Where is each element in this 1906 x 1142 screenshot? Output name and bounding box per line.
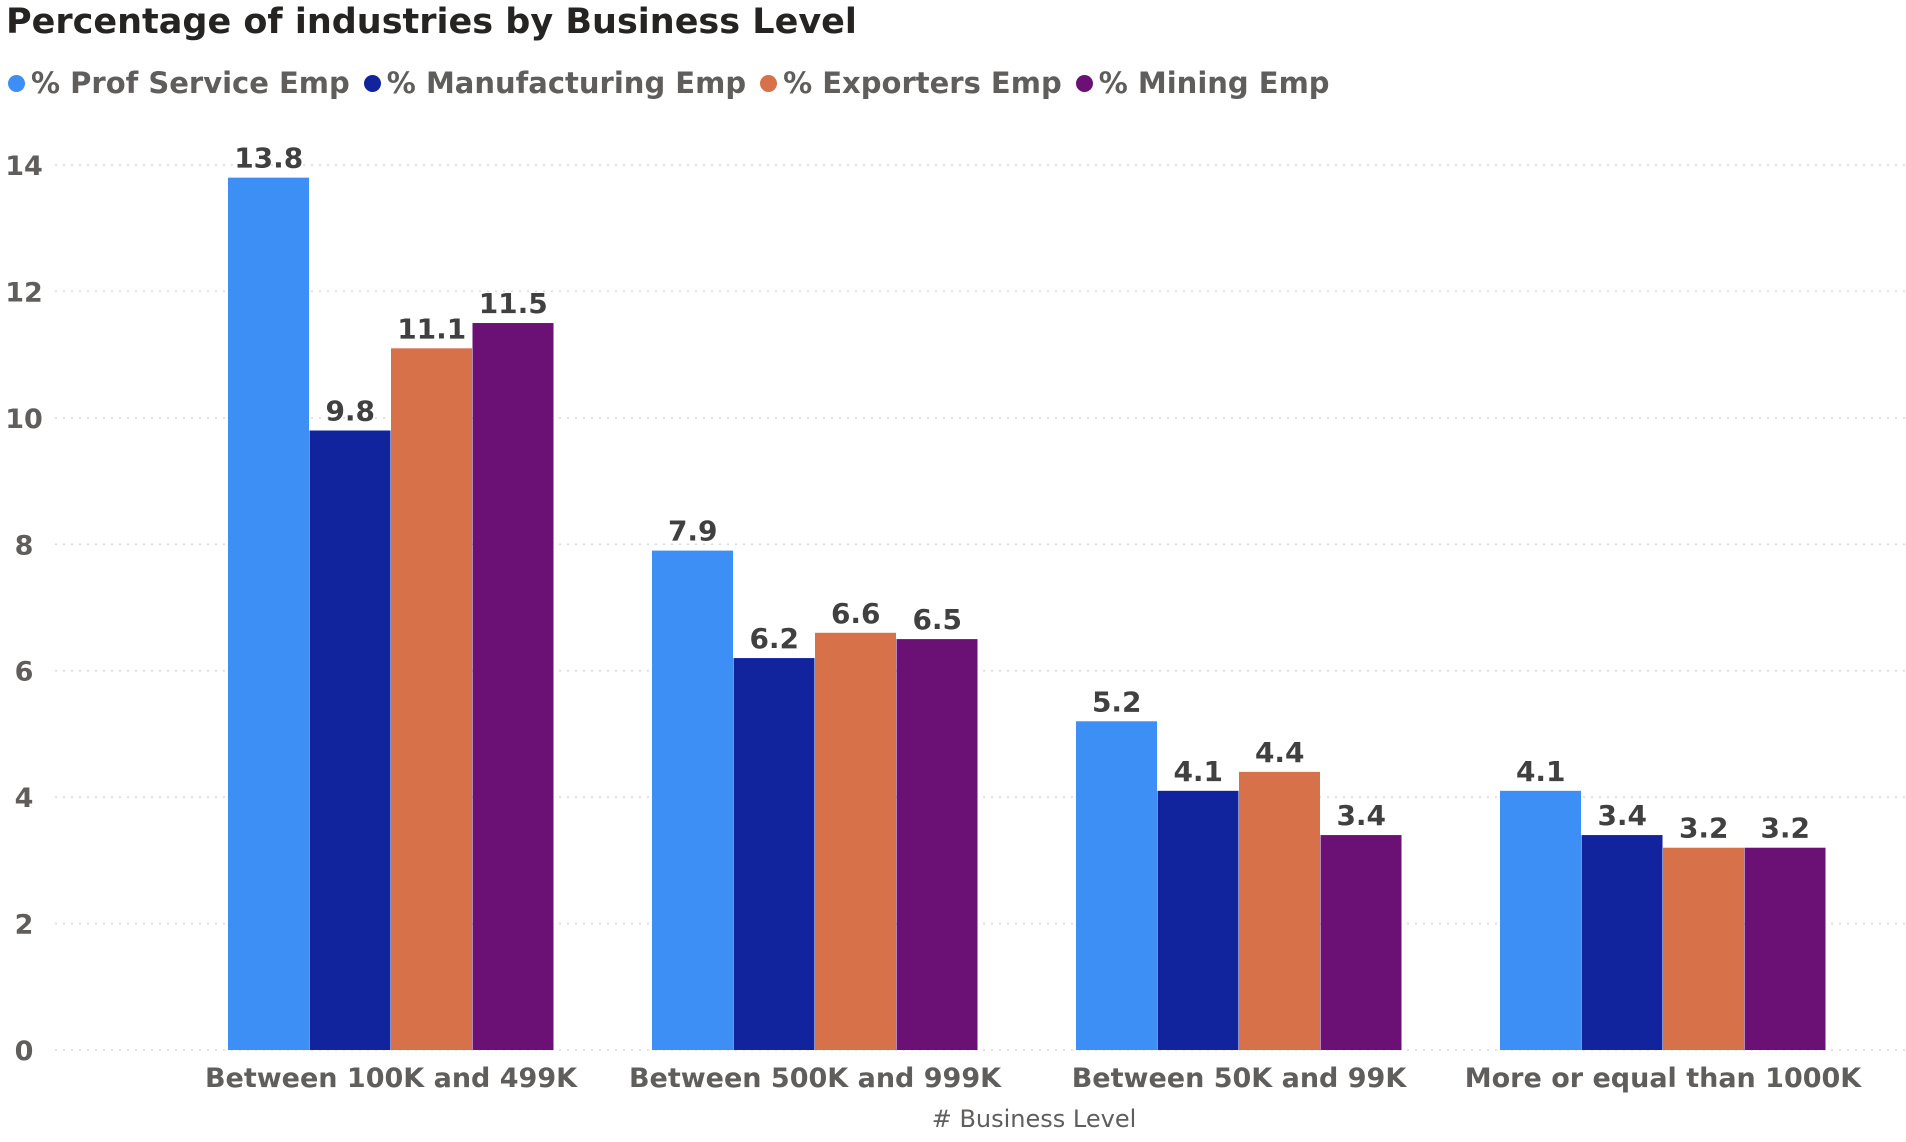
x-tick-label: Between 100K and 499K bbox=[205, 1063, 578, 1094]
legend-dot-icon bbox=[363, 74, 381, 92]
data-label: 5.2 bbox=[1092, 685, 1142, 718]
legend-item-mining[interactable]: % Mining Emp bbox=[1075, 66, 1330, 100]
legend-item-prof-service[interactable]: % Prof Service Emp bbox=[8, 66, 350, 100]
legend-dot-icon bbox=[8, 74, 25, 92]
chart-title: Percentage of industries by Business Lev… bbox=[6, 2, 857, 42]
bar[interactable] bbox=[1500, 790, 1581, 1050]
legend-item-manufacturing[interactable]: % Manufacturing Emp bbox=[363, 66, 747, 100]
data-label: 6.2 bbox=[749, 622, 799, 655]
data-label: 13.8 bbox=[234, 142, 303, 175]
data-label: 4.1 bbox=[1173, 755, 1223, 788]
data-label: 3.2 bbox=[1679, 812, 1729, 845]
bar[interactable] bbox=[1239, 771, 1320, 1050]
legend-dot-icon bbox=[1075, 74, 1093, 92]
bar[interactable] bbox=[652, 550, 733, 1050]
legend-label: % Prof Service Emp bbox=[31, 66, 350, 100]
data-label: 6.5 bbox=[912, 603, 962, 636]
data-label: 3.4 bbox=[1597, 799, 1647, 832]
bars bbox=[228, 177, 1826, 1051]
y-tick-label: 4 bbox=[15, 783, 34, 814]
legend: % Prof Service Emp % Manufacturing Emp %… bbox=[8, 66, 1344, 100]
data-label: 4.4 bbox=[1255, 736, 1305, 769]
legend-label: % Exporters Emp bbox=[783, 66, 1062, 100]
data-label: 7.9 bbox=[668, 515, 718, 548]
data-labels: 13.8 9.8 11.1 11.5 7.9 6.2 6.6 6.5 5.2 4.1 4.4 3.4 4… bbox=[234, 142, 1810, 845]
bar[interactable] bbox=[815, 632, 896, 1050]
bar[interactable] bbox=[1076, 721, 1157, 1050]
y-tick-label: 10 bbox=[5, 404, 43, 435]
data-label: 3.2 bbox=[1760, 812, 1810, 845]
data-label: 11.5 bbox=[479, 287, 548, 320]
bar[interactable] bbox=[1663, 847, 1744, 1050]
bar[interactable] bbox=[1581, 835, 1663, 1050]
data-label: 9.8 bbox=[325, 395, 375, 428]
data-label: 11.1 bbox=[397, 312, 466, 345]
bar[interactable] bbox=[309, 430, 391, 1051]
y-tick-label: 8 bbox=[15, 530, 34, 561]
bar[interactable] bbox=[1320, 835, 1402, 1050]
y-tick-label: 2 bbox=[15, 910, 34, 941]
y-tick-label: 14 bbox=[5, 151, 43, 182]
legend-label: % Mining Emp bbox=[1098, 66, 1330, 100]
legend-label: % Manufacturing Emp bbox=[386, 66, 747, 100]
data-label: 4.1 bbox=[1516, 755, 1566, 788]
y-tick-label: 0 bbox=[15, 1036, 34, 1067]
legend-item-exporters[interactable]: % Exporters Emp bbox=[760, 66, 1062, 100]
x-tick-label: More or equal than 1000K bbox=[1465, 1063, 1863, 1094]
bar[interactable] bbox=[472, 323, 554, 1050]
bar[interactable] bbox=[733, 658, 815, 1050]
bar[interactable] bbox=[1744, 847, 1826, 1050]
y-tick-label: 6 bbox=[15, 657, 34, 688]
x-tick-label: Between 50K and 99K bbox=[1072, 1063, 1408, 1094]
bar[interactable] bbox=[1157, 790, 1239, 1050]
x-tick-label: Between 500K and 999K bbox=[629, 1063, 1002, 1094]
legend-dot-icon bbox=[760, 74, 778, 92]
data-label: 6.6 bbox=[831, 597, 881, 630]
y-tick-label: 12 bbox=[5, 277, 43, 308]
x-axis-title: # Business Level bbox=[932, 1105, 1137, 1133]
bar[interactable] bbox=[896, 639, 978, 1050]
bar[interactable] bbox=[228, 177, 309, 1051]
bar[interactable] bbox=[391, 348, 472, 1051]
axes: # Business Level 0 2 4 6 8 10 12 14 Between 100K… bbox=[5, 151, 1862, 1133]
data-label: 3.4 bbox=[1336, 799, 1386, 832]
